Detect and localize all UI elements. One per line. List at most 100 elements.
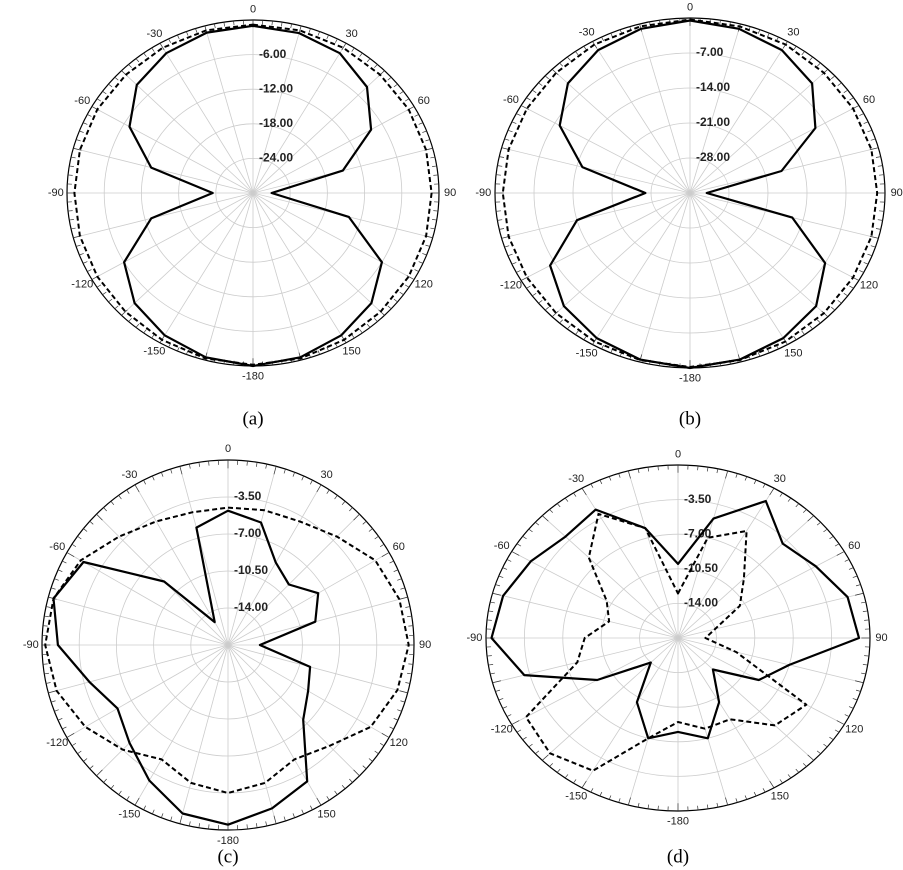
minor-tick xyxy=(870,138,876,141)
minor-tick xyxy=(430,156,436,159)
minor-tick xyxy=(544,306,549,311)
spoke xyxy=(252,192,302,361)
minor-tick xyxy=(110,784,115,789)
minor-tick xyxy=(492,592,501,596)
ring xyxy=(639,603,717,674)
minor-tick xyxy=(511,551,520,556)
r-tick-label: -14.00 xyxy=(696,80,730,94)
minor-tick xyxy=(283,468,286,474)
spoke xyxy=(159,192,254,344)
minor-tick xyxy=(96,513,103,521)
minor-tick xyxy=(590,788,594,793)
minor-tick xyxy=(170,468,173,474)
theta-tick-label: -180 xyxy=(217,835,239,847)
minor-tick xyxy=(831,75,836,80)
minor-tick xyxy=(71,742,77,747)
spoke xyxy=(121,70,254,194)
minor-tick xyxy=(618,473,621,478)
spoke xyxy=(639,23,691,194)
theta-tick-label: 150 xyxy=(342,346,360,358)
r-tick-label: -14.00 xyxy=(234,600,268,614)
minor-tick xyxy=(601,344,604,350)
spoke xyxy=(492,592,679,639)
minor-tick xyxy=(45,606,51,608)
minor-tick xyxy=(62,560,67,564)
minor-tick xyxy=(779,779,783,784)
minor-tick xyxy=(719,20,721,25)
minor-tick xyxy=(831,306,836,311)
minor-tick xyxy=(538,82,543,86)
minor-tick xyxy=(836,551,845,556)
minor-tick xyxy=(195,28,198,33)
minor-tick xyxy=(359,52,363,57)
r-tick-label: -10.50 xyxy=(684,561,718,575)
minor-tick xyxy=(657,465,659,471)
minor-tick xyxy=(422,130,427,133)
minor-tick xyxy=(387,76,392,81)
minor-tick xyxy=(735,473,738,478)
minor-tick xyxy=(143,329,147,334)
minor-tick xyxy=(310,480,313,485)
minor-tick xyxy=(843,292,848,297)
theta-tick-label: -180 xyxy=(242,370,264,382)
spoke xyxy=(541,515,679,639)
solid-line xyxy=(123,24,383,368)
minor-tick xyxy=(374,64,378,68)
minor-tick xyxy=(349,507,353,512)
minor-tick xyxy=(404,98,410,102)
minor-tick xyxy=(151,47,155,52)
spoke xyxy=(689,147,879,194)
minor-tick xyxy=(762,788,766,793)
minor-tick xyxy=(627,470,631,479)
minor-tick xyxy=(362,765,367,770)
minor-tick xyxy=(535,521,540,526)
theta-tick-label: 120 xyxy=(860,280,878,292)
minor-tick xyxy=(308,28,311,33)
minor-tick xyxy=(316,484,322,493)
theta-tick-label: -120 xyxy=(46,737,68,749)
theta-tick-label: 0 xyxy=(250,4,256,16)
minor-tick xyxy=(849,97,854,101)
minor-tick xyxy=(69,165,74,167)
minor-tick xyxy=(877,219,883,221)
spoke xyxy=(627,470,679,639)
theta-tick-label: 120 xyxy=(390,737,408,749)
spoke xyxy=(689,192,860,281)
theta-tick-label: 30 xyxy=(345,28,357,40)
minor-tick xyxy=(399,596,408,600)
spoke xyxy=(227,552,390,646)
minor-tick xyxy=(366,323,371,328)
spoke xyxy=(204,192,254,361)
r-tick-label: -24.00 xyxy=(259,151,293,165)
minor-tick xyxy=(753,479,757,485)
minor-tick xyxy=(506,714,512,717)
minor-tick xyxy=(573,492,577,497)
minor-tick xyxy=(834,729,840,733)
spoke xyxy=(91,192,254,280)
minor-tick xyxy=(301,475,304,481)
minor-tick xyxy=(96,769,103,777)
minor-tick xyxy=(556,503,561,508)
spoke xyxy=(227,644,408,694)
theta-tick-label: -150 xyxy=(565,791,587,803)
minor-tick xyxy=(538,300,543,304)
theta-tick-label: 60 xyxy=(393,541,405,553)
ring xyxy=(533,52,847,334)
minor-tick xyxy=(637,802,640,808)
minor-tick xyxy=(504,138,510,141)
minor-tick xyxy=(599,791,603,797)
spoke xyxy=(592,192,691,345)
minor-tick xyxy=(520,105,529,110)
minor-tick xyxy=(639,354,643,363)
spoke xyxy=(689,68,829,194)
minor-tick xyxy=(735,798,738,803)
minor-tick xyxy=(400,587,406,590)
minor-tick xyxy=(102,91,107,95)
ring xyxy=(153,570,303,720)
minor-tick xyxy=(87,114,92,117)
minor-tick xyxy=(862,664,868,666)
caption: (d) xyxy=(667,846,689,867)
minor-tick xyxy=(70,156,76,159)
minor-tick xyxy=(186,31,189,36)
theta-tick-label: 150 xyxy=(771,791,789,803)
